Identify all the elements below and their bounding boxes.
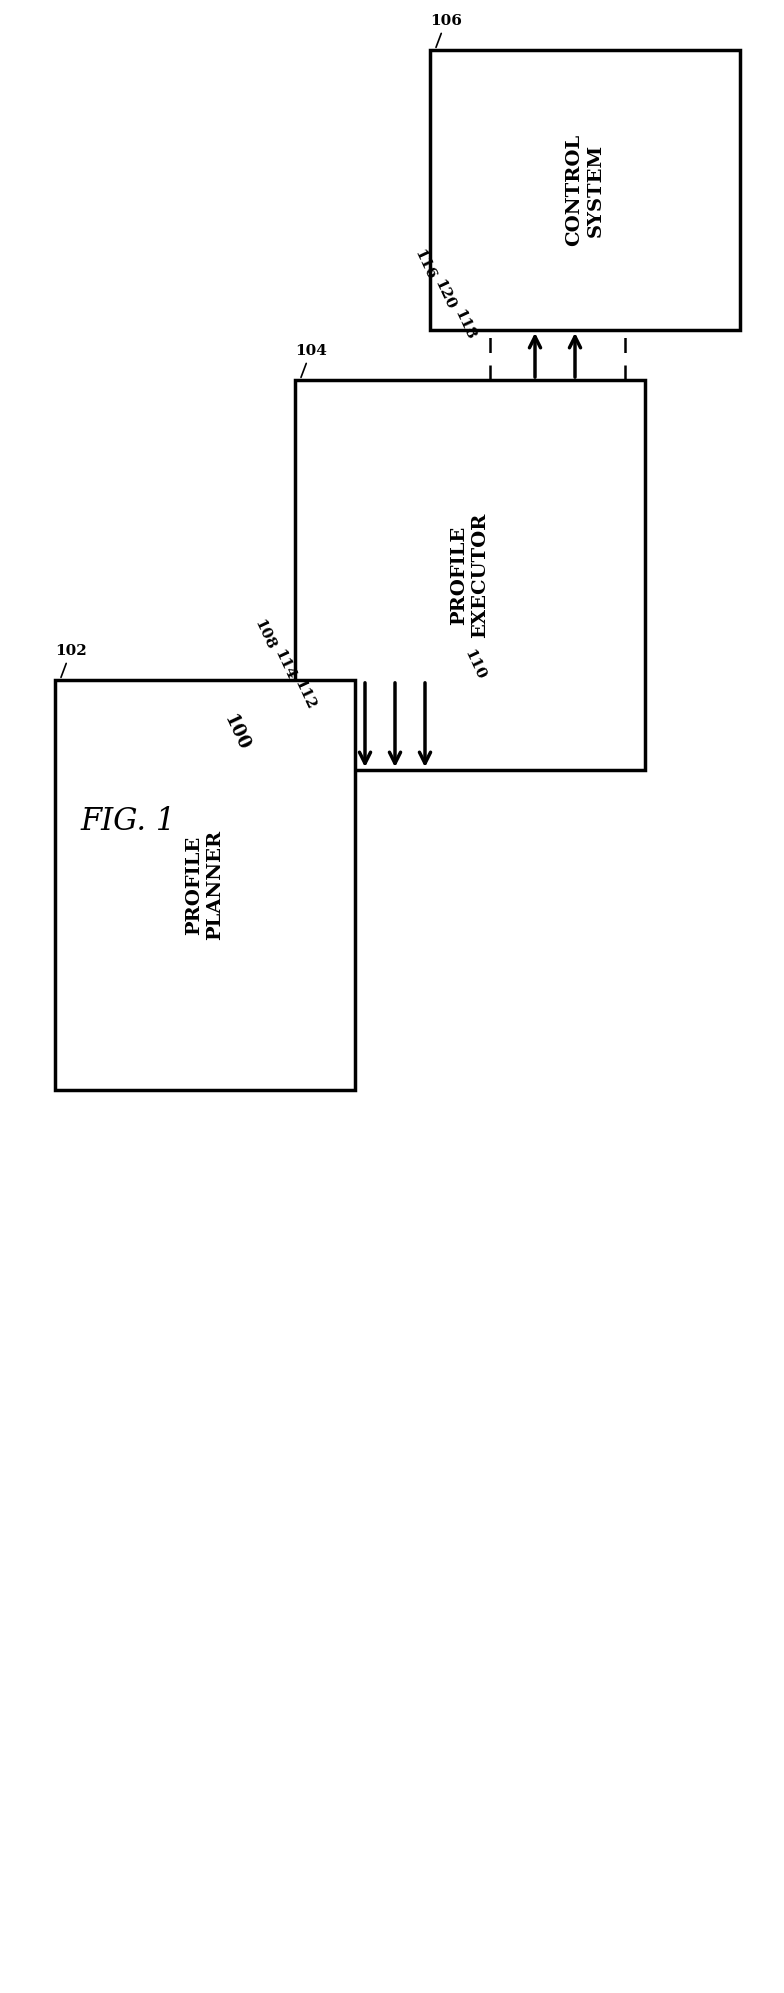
Text: 112: 112 [292, 678, 318, 712]
Text: PROFILE
PLANNER: PROFILE PLANNER [186, 829, 224, 941]
Text: 114: 114 [272, 648, 298, 682]
Text: 108: 108 [252, 618, 278, 652]
Text: PROFILE
EXECUTOR: PROFILE EXECUTOR [451, 512, 489, 638]
Text: FIG. 1: FIG. 1 [80, 805, 176, 837]
Text: 102: 102 [55, 644, 87, 678]
Text: 120: 120 [432, 277, 458, 313]
Bar [430, 50, 740, 331]
Text: 118: 118 [452, 307, 478, 343]
Text: 104: 104 [295, 345, 327, 377]
Text: CONTROL
SYSTEM: CONTROL SYSTEM [565, 134, 604, 245]
Bar [55, 680, 355, 1090]
Text: 106: 106 [430, 14, 462, 48]
Bar [295, 381, 645, 769]
Text: 116: 116 [412, 247, 438, 283]
Text: 110: 110 [462, 648, 488, 682]
Text: 100: 100 [220, 712, 252, 753]
